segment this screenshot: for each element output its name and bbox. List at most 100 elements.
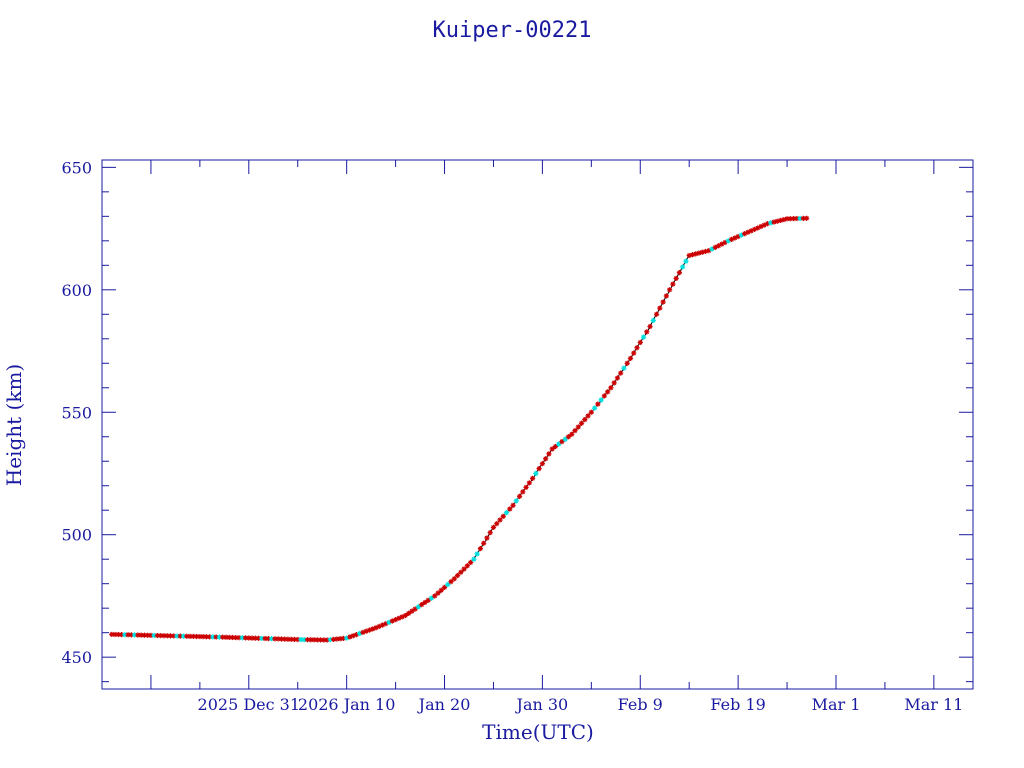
data-point-secondary xyxy=(650,317,656,324)
data-point xyxy=(634,345,640,351)
data-point xyxy=(451,576,457,582)
data-point-secondary xyxy=(301,637,307,643)
y-tick-label: 500 xyxy=(61,526,92,545)
plot-frame xyxy=(101,159,974,690)
data-point xyxy=(605,389,611,395)
data-point xyxy=(435,590,441,596)
x-tick-label: Feb 19 xyxy=(710,695,765,714)
data-point xyxy=(432,593,438,599)
data-point xyxy=(510,502,516,508)
data-point xyxy=(530,475,536,481)
x-tick-label: Mar 1 xyxy=(812,695,861,714)
x-tick-label: 2026 Jan 10 xyxy=(298,695,396,714)
data-point xyxy=(412,606,418,612)
series-line xyxy=(111,217,807,642)
data-point xyxy=(732,235,738,241)
data-point xyxy=(477,545,484,552)
data-markers xyxy=(109,215,810,643)
data-point xyxy=(438,587,444,593)
data-point xyxy=(543,456,549,462)
data-point xyxy=(676,270,683,276)
data-point xyxy=(565,434,572,440)
data-point xyxy=(653,311,660,317)
data-point-secondary xyxy=(428,595,435,601)
data-point xyxy=(523,484,529,490)
data-point xyxy=(487,530,493,536)
data-point xyxy=(484,535,490,541)
data-point xyxy=(422,599,428,606)
data-point xyxy=(670,281,676,287)
data-point xyxy=(490,524,497,530)
data-point xyxy=(569,431,575,437)
data-point xyxy=(468,559,474,566)
data-point xyxy=(673,275,679,281)
data-point xyxy=(582,417,588,423)
data-point-secondary xyxy=(683,258,689,264)
data-point xyxy=(454,572,461,579)
data-point xyxy=(494,521,500,527)
data-point xyxy=(637,339,643,346)
data-point-secondary xyxy=(474,551,480,557)
data-point-secondary xyxy=(445,581,451,588)
data-point xyxy=(578,420,585,426)
data-point-secondary xyxy=(640,334,647,340)
data-point xyxy=(464,563,470,569)
data-point xyxy=(539,461,545,467)
data-point xyxy=(618,370,624,376)
data-point-secondary xyxy=(471,556,477,562)
data-point xyxy=(546,451,552,457)
y-axis: 450 500 550 600 650 xyxy=(61,158,973,683)
data-point xyxy=(611,380,617,386)
data-point xyxy=(516,493,523,499)
data-point xyxy=(572,428,578,434)
data-point xyxy=(406,610,412,616)
chart-title: Kuiper-00221 xyxy=(433,18,592,43)
data-point-secondary xyxy=(503,510,510,516)
data-point xyxy=(461,566,467,572)
data-point xyxy=(441,584,448,590)
data-point xyxy=(409,608,415,614)
data-point xyxy=(448,579,454,585)
data-point xyxy=(595,401,601,407)
y-tick-label: 550 xyxy=(61,403,92,422)
y-axis-label: Height (km) xyxy=(2,364,26,486)
data-point-secondary xyxy=(598,397,604,403)
data-point-secondary xyxy=(680,264,686,270)
data-point xyxy=(552,443,559,450)
data-point xyxy=(667,287,673,293)
data-point-secondary xyxy=(513,498,519,504)
data-point xyxy=(197,633,203,640)
x-axis-label: Time(UTC) xyxy=(482,720,594,744)
data-point xyxy=(644,329,650,335)
data-point xyxy=(536,465,542,472)
data-point xyxy=(549,446,555,452)
data-point xyxy=(660,299,666,305)
data-point xyxy=(588,409,594,415)
data-point xyxy=(425,597,431,603)
data-point xyxy=(500,513,506,519)
data-point xyxy=(458,569,464,575)
x-tick-label: Feb 9 xyxy=(618,695,663,714)
data-point xyxy=(647,323,653,330)
data-point xyxy=(614,375,621,381)
data-point xyxy=(481,540,487,546)
data-point xyxy=(657,305,663,311)
x-tick-label: Mar 11 xyxy=(904,695,963,714)
x-tick-label: Jan 20 xyxy=(417,695,471,714)
data-point xyxy=(608,385,614,391)
data-point xyxy=(419,602,425,608)
data-point xyxy=(520,489,526,495)
data-point xyxy=(631,350,637,356)
y-tick-label: 450 xyxy=(61,648,92,667)
data-point xyxy=(262,635,268,642)
y-tick-label: 650 xyxy=(61,158,92,177)
data-point xyxy=(627,355,634,361)
x-tick-label: Jan 30 xyxy=(515,695,569,714)
data-point xyxy=(804,215,810,221)
y-tick-label: 600 xyxy=(61,281,92,300)
data-point xyxy=(585,413,591,419)
data-point xyxy=(507,506,513,512)
data-point-secondary xyxy=(591,405,598,411)
